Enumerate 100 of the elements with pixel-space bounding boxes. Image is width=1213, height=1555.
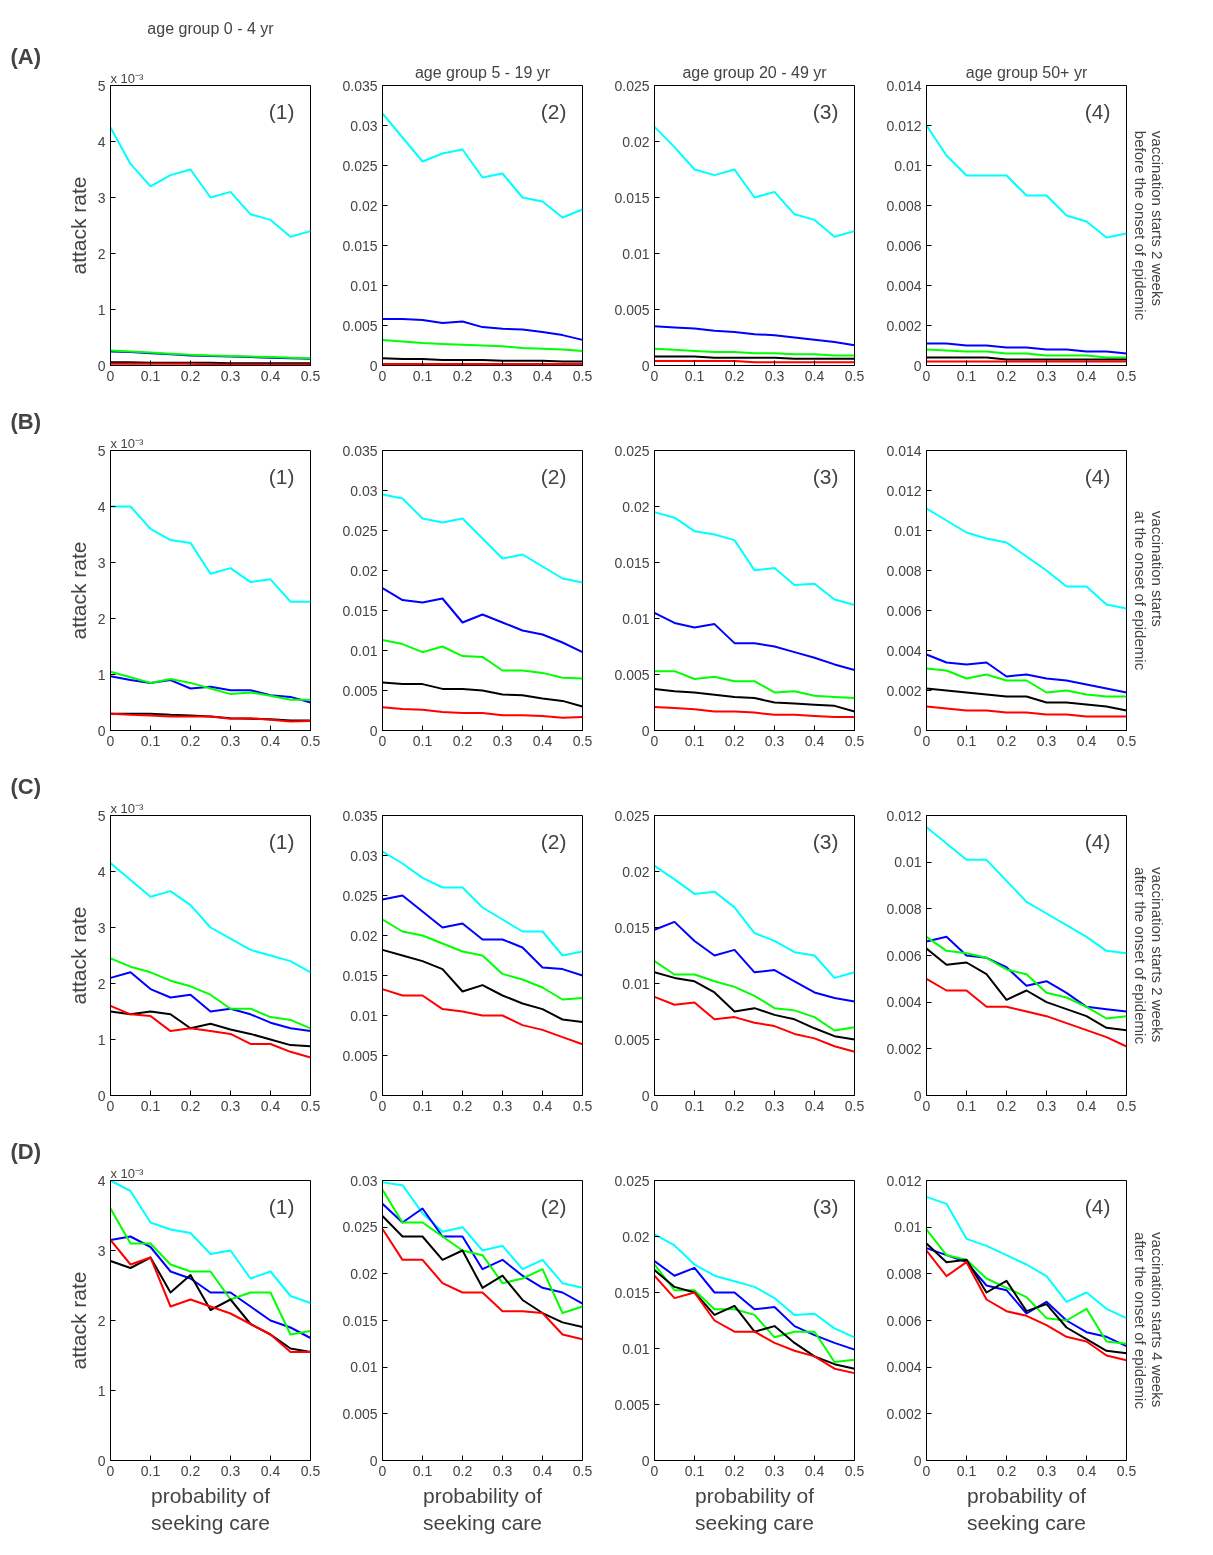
annotation: (4) xyxy=(1084,99,1111,123)
y-tick-label: 0.005 xyxy=(614,1396,650,1413)
y-tick-label: 0.01 xyxy=(350,1359,378,1376)
x-tick-label: 0.1 xyxy=(412,732,433,749)
y-tick-label: 2 xyxy=(97,1312,106,1329)
annotation: (4) xyxy=(1084,464,1111,488)
annotation: x 10⁻³ xyxy=(110,800,145,816)
x-tick-label: 0.2 xyxy=(996,732,1017,749)
x-tick-label: 0.1 xyxy=(956,367,977,384)
y-tick-label: 0.005 xyxy=(342,682,378,699)
annotation: (1) xyxy=(268,829,295,853)
y-tick-label: 0.006 xyxy=(886,237,922,254)
annotation: (1) xyxy=(268,464,295,488)
x-tick-label: 0.2 xyxy=(180,367,201,384)
y-tick-label: 4 xyxy=(97,1172,106,1189)
x-tick-label: 0.5 xyxy=(572,1097,593,1114)
y-tick-label: 1 xyxy=(97,1031,106,1048)
y-tick-label: 0.025 xyxy=(342,522,378,539)
x-tick-label: 0.3 xyxy=(1036,1097,1057,1114)
x-tick-label: 0.5 xyxy=(1116,1462,1137,1479)
x-tick-label: 0.4 xyxy=(532,1097,553,1114)
y-tick-label: 1 xyxy=(97,301,106,318)
y2-axis-title: vaccination starts at the onset of epidemic xyxy=(1131,510,1166,671)
y-tick-label: 0.01 xyxy=(350,642,378,659)
x-tick-label: 0.2 xyxy=(452,1097,473,1114)
annotation: x 10⁻³ xyxy=(110,1165,145,1181)
y-tick-label: 0.008 xyxy=(886,900,922,917)
x-tick-label: 0.2 xyxy=(180,732,201,749)
y-tick-label: 0.01 xyxy=(622,245,650,262)
y-tick-label: 3 xyxy=(97,189,106,206)
x-tick-label: 0.4 xyxy=(804,732,825,749)
x-tick-label: 0.1 xyxy=(140,1097,161,1114)
x-tick-label: 0.2 xyxy=(996,1462,1017,1479)
y2-axis-title: vaccination starts 2 weeks after the onset of epidemic xyxy=(1131,867,1166,1045)
y-tick-label: 0.03 xyxy=(350,117,378,134)
chart-title: age group 0 - 4 yr xyxy=(147,19,275,37)
y-tick-label: 0.035 xyxy=(342,442,378,459)
y-tick-label: 0.015 xyxy=(342,602,378,619)
x-axis-title: probability of seeking care xyxy=(150,1483,271,1535)
y-tick-label: 0.004 xyxy=(886,994,922,1011)
y-axis-title: attack rate xyxy=(66,906,90,1005)
annotation: (2) xyxy=(540,464,567,488)
y-tick-label: 0.03 xyxy=(350,482,378,499)
x-tick-label: 0.4 xyxy=(260,732,281,749)
x-tick-label: 0.1 xyxy=(412,1097,433,1114)
x-tick-label: 0.5 xyxy=(572,1462,593,1479)
y-tick-label: 0.02 xyxy=(350,1265,378,1282)
x-tick-label: 0.5 xyxy=(844,1097,865,1114)
x-tick-label: 0.5 xyxy=(572,367,593,384)
y-tick-label: 0.002 xyxy=(886,317,922,334)
x-tick-label: 0.2 xyxy=(180,1462,201,1479)
y-tick-label: 0.03 xyxy=(350,1172,378,1189)
y-tick-label: 0.01 xyxy=(350,277,378,294)
annotation: (2) xyxy=(540,99,567,123)
x-tick-label: 0.3 xyxy=(1036,1462,1057,1479)
y2-axis-title: vaccination starts 4 weeks after the onset of epidemic xyxy=(1131,1232,1166,1410)
x-tick-label: 0.5 xyxy=(1116,732,1137,749)
y-tick-label: 0.002 xyxy=(886,1040,922,1057)
y-tick-label: 0.02 xyxy=(622,1228,650,1245)
y-tick-label: 0.004 xyxy=(886,642,922,659)
y-tick-label: 0.002 xyxy=(886,1405,922,1422)
y-tick-label: 1 xyxy=(97,1382,106,1399)
y-tick-label: 0.014 xyxy=(886,77,922,94)
y-tick-label: 0.025 xyxy=(342,1219,378,1236)
y-tick-label: 0.015 xyxy=(342,1312,378,1329)
annotation: x 10⁻³ xyxy=(110,70,145,86)
y-tick-label: 0.025 xyxy=(614,77,650,94)
annotation: (3) xyxy=(812,464,839,488)
x-tick-label: 0.2 xyxy=(996,367,1017,384)
text: (B) xyxy=(10,408,42,434)
y-tick-label: 0.01 xyxy=(894,1219,922,1236)
x-tick-label: 0.3 xyxy=(492,1097,513,1114)
y-tick-label: 0.002 xyxy=(886,682,922,699)
y2-axis-title: vaccination starts 2 weeks before the onset of epidemic xyxy=(1131,130,1166,321)
text: (D) xyxy=(10,1138,42,1164)
y-tick-label: 0.025 xyxy=(614,807,650,824)
y-tick-label: 0.01 xyxy=(894,854,922,871)
x-tick-label: 0.3 xyxy=(764,367,785,384)
y-tick-label: 0.01 xyxy=(894,157,922,174)
y-tick-label: 0.015 xyxy=(342,967,378,984)
x-tick-label: 0.5 xyxy=(300,367,321,384)
annotation: (2) xyxy=(540,829,567,853)
x-tick-label: 0.5 xyxy=(572,732,593,749)
x-tick-label: 0.4 xyxy=(260,1462,281,1479)
x-tick-label: 0.3 xyxy=(220,1097,241,1114)
x-tick-label: 0.4 xyxy=(1076,367,1097,384)
y-tick-label: 0.006 xyxy=(886,1312,922,1329)
y-tick-label: 5 xyxy=(97,77,106,94)
x-tick-label: 0.4 xyxy=(532,367,553,384)
y-tick-label: 0.02 xyxy=(350,197,378,214)
y-tick-label: 0.008 xyxy=(886,1265,922,1282)
y-tick-label: 0.015 xyxy=(614,554,650,571)
y-tick-label: 0.035 xyxy=(342,77,378,94)
annotation: (3) xyxy=(812,1194,839,1218)
x-tick-label: 0.4 xyxy=(532,732,553,749)
x-tick-label: 0.3 xyxy=(764,1462,785,1479)
x-axis-title: probability of seeking care xyxy=(422,1483,543,1535)
x-tick-label: 0.1 xyxy=(684,367,705,384)
y-tick-label: 3 xyxy=(97,919,106,936)
y-tick-label: 0.02 xyxy=(350,927,378,944)
